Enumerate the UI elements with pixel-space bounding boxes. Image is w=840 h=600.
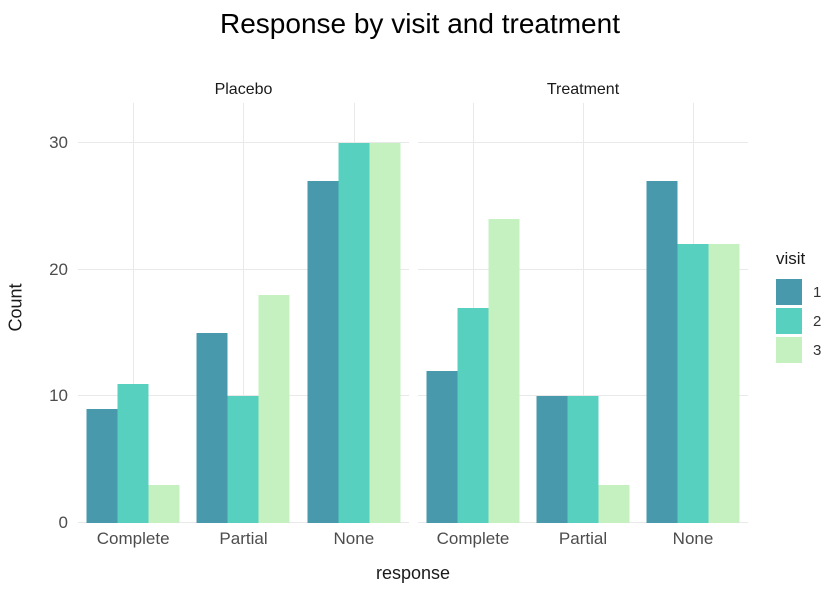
facet-panel-treatment bbox=[418, 103, 748, 523]
legend-swatch-visit-3 bbox=[776, 337, 802, 363]
y-tick-label-0: 0 bbox=[58, 513, 68, 532]
bar-group-complete bbox=[426, 219, 520, 523]
y-axis-title: Count bbox=[5, 283, 26, 332]
bar-group-none bbox=[646, 181, 740, 523]
bar-treatment-none-visit2 bbox=[677, 244, 709, 523]
bar-placebo-complete-visit3 bbox=[148, 485, 180, 523]
legend-entries: 1 2 3 bbox=[776, 279, 821, 363]
legend-label-visit-1: 1 bbox=[813, 283, 822, 301]
legend-entry-visit-2: 2 bbox=[776, 308, 821, 334]
y-tick-label-30: 30 bbox=[49, 133, 68, 152]
bar-treatment-complete-visit3 bbox=[488, 219, 520, 523]
category-slot-complete bbox=[78, 103, 188, 523]
category-slot-none bbox=[638, 103, 748, 523]
legend-label-visit-3: 3 bbox=[813, 341, 822, 359]
bar-treatment-partial-visit3 bbox=[598, 485, 630, 523]
x-tick-label-treatment-none: None bbox=[672, 529, 714, 548]
bar-group-partial bbox=[196, 295, 290, 523]
x-tick-label-treatment-partial: Partial bbox=[558, 529, 608, 548]
category-slot-none bbox=[299, 103, 409, 523]
bar-group-partial bbox=[536, 396, 630, 523]
category-slot-partial bbox=[188, 103, 298, 523]
bar-treatment-none-visit3 bbox=[708, 244, 740, 523]
facet-strip-placebo: Placebo bbox=[214, 81, 273, 98]
category-slot-partial bbox=[528, 103, 638, 523]
bar-placebo-none-visit3 bbox=[369, 143, 401, 523]
facet-panel-placebo bbox=[78, 103, 409, 523]
gridline-x-partial bbox=[582, 103, 584, 523]
bar-treatment-partial-visit2 bbox=[567, 396, 599, 523]
bar-treatment-complete-visit1 bbox=[426, 371, 458, 523]
legend-entry-visit-3: 3 bbox=[776, 337, 821, 363]
legend-entry-visit-1: 1 bbox=[776, 279, 821, 305]
bar-treatment-complete-visit2 bbox=[457, 307, 489, 523]
y-tick-label-20: 20 bbox=[49, 259, 68, 279]
gridline-x-partial bbox=[243, 103, 245, 523]
bar-group-none bbox=[307, 143, 401, 523]
bar-placebo-complete-visit1 bbox=[86, 409, 118, 523]
bar-placebo-partial-visit3 bbox=[258, 295, 290, 523]
x-tick-label-treatment-complete: Complete bbox=[436, 529, 510, 548]
legend-swatch-visit-1 bbox=[776, 279, 802, 305]
facet-strip-treatment: Treatment bbox=[546, 81, 620, 98]
bar-placebo-complete-visit2 bbox=[117, 383, 149, 523]
legend: visit 1 2 3 bbox=[776, 249, 821, 366]
x-tick-label-placebo-partial: Partial bbox=[219, 529, 268, 548]
x-tick-label-placebo-complete: Complete bbox=[96, 529, 170, 548]
bar-treatment-none-visit1 bbox=[646, 181, 678, 523]
bar-placebo-none-visit1 bbox=[307, 181, 339, 523]
chart-title: Response by visit and treatment bbox=[220, 8, 620, 39]
legend-label-visit-2: 2 bbox=[813, 312, 822, 330]
bar-placebo-none-visit2 bbox=[338, 143, 370, 523]
x-axis-title: response bbox=[375, 563, 451, 583]
bar-treatment-partial-visit1 bbox=[536, 396, 568, 523]
legend-title: visit bbox=[776, 249, 806, 268]
y-tick-label-10: 10 bbox=[49, 386, 68, 406]
gridline-x-complete bbox=[133, 103, 135, 523]
bar-placebo-partial-visit1 bbox=[196, 333, 228, 523]
legend-swatch-visit-2 bbox=[776, 308, 802, 334]
bar-placebo-partial-visit2 bbox=[227, 396, 259, 523]
x-tick-label-placebo-none: None bbox=[333, 529, 375, 548]
category-slot-complete bbox=[418, 103, 528, 523]
bar-group-complete bbox=[86, 383, 180, 523]
